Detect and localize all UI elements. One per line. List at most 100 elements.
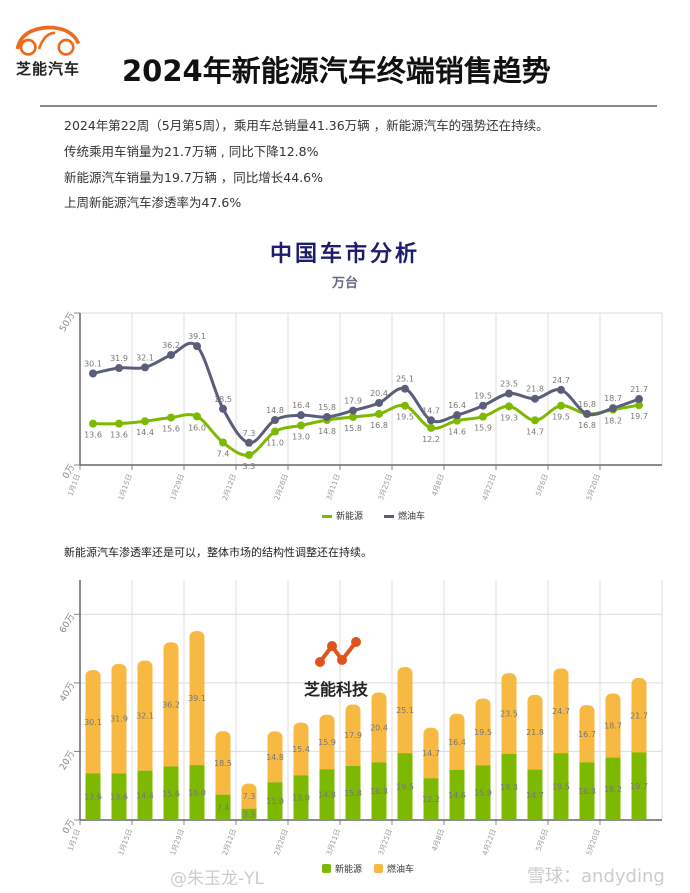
x-tick-label: 5月6日 — [535, 828, 550, 852]
data-point — [401, 384, 409, 393]
data-label: 11.0 — [266, 439, 284, 448]
data-label: 19.3 — [500, 413, 518, 422]
data-point — [453, 416, 461, 425]
data-point — [115, 419, 123, 428]
y-tick-label: 20万 — [58, 749, 77, 772]
data-point — [479, 412, 487, 421]
x-tick-label: 3月11日 — [325, 473, 342, 501]
data-label: 19.5 — [396, 413, 414, 422]
bar-label-ice: 16.7 — [578, 730, 596, 739]
chart-title: 中国车市分析 — [269, 241, 420, 267]
bar-nev — [605, 757, 621, 820]
data-label: 19.5 — [552, 413, 570, 422]
logo-car-icon — [15, 25, 81, 56]
bar-label-ice: 36.2 — [162, 700, 180, 709]
bar-label-nev: 14.6 — [448, 791, 466, 800]
data-label: 13.6 — [84, 431, 102, 440]
x-tick-label: 2月12日 — [221, 828, 238, 856]
bar-ice-fill — [371, 698, 387, 763]
bar-ice-fill — [293, 728, 309, 776]
bar-label-nev: 3.3 — [243, 810, 256, 819]
x-tick-label: 3月25日 — [377, 473, 394, 501]
x-tick-label: 2月26日 — [273, 473, 290, 501]
bar-label-nev: 16.0 — [188, 789, 206, 798]
bar-ice-fill — [137, 666, 153, 771]
x-tick-label: 4月8日 — [431, 473, 446, 497]
data-label: 31.9 — [110, 354, 128, 363]
bar-label-nev: 7.4 — [217, 803, 230, 812]
bar-label-ice: 25.1 — [396, 706, 414, 715]
bar-label-nev: 19.7 — [630, 782, 648, 791]
bar-label-ice: 15.9 — [318, 738, 336, 747]
data-point — [427, 423, 435, 432]
bar-nev — [579, 762, 595, 820]
watermark-weibo: @朱玉龙-YL — [170, 869, 264, 889]
bar-nev — [267, 782, 283, 820]
logo-text: 芝能汽车 — [16, 60, 81, 78]
bar-nev — [85, 773, 101, 820]
summary-line: 上周新能源汽车渗透率为47.6% — [64, 195, 242, 210]
data-label: 14.8 — [266, 406, 284, 415]
data-label: 39.1 — [188, 332, 206, 341]
data-label: 15.9 — [474, 424, 492, 433]
data-label: 18.5 — [214, 395, 232, 404]
bar-label-nev: 13.0 — [292, 794, 310, 803]
data-label: 30.1 — [84, 359, 102, 368]
series-line-nev — [92, 403, 640, 457]
x-tick-label: 5月20日 — [585, 828, 602, 856]
x-tick-label: 4月8日 — [431, 828, 446, 852]
summary-line: 2024年第22周（5月第5周），乘用车总销量41.36万辆 ，新能源汽车的强势… — [64, 118, 549, 133]
bar-label-nev: 15.8 — [344, 789, 362, 798]
bar-ice-fill — [241, 789, 257, 809]
x-tick-label: 2月12日 — [221, 473, 238, 501]
data-point — [89, 369, 97, 378]
x-tick-label: 1月15日 — [117, 473, 134, 501]
data-point — [245, 450, 253, 459]
data-label: 21.7 — [630, 385, 648, 394]
legend-swatch — [384, 515, 394, 518]
watermark-xueqiu: 雪球：andyding — [527, 866, 665, 887]
data-label: 32.1 — [136, 353, 154, 362]
bar-nev — [241, 808, 257, 820]
bar-ice-fill — [397, 673, 413, 754]
data-point — [219, 404, 227, 413]
data-point — [297, 411, 305, 420]
data-label: 16.8 — [578, 400, 596, 409]
bar-label-ice: 23.5 — [500, 710, 518, 719]
bar-nev — [189, 765, 205, 820]
legend-label: 燃油车 — [387, 863, 414, 875]
bar-label-ice: 24.7 — [552, 707, 570, 716]
bar-label-ice: 39.1 — [188, 694, 206, 703]
data-point — [401, 401, 409, 410]
data-label: 20.4 — [370, 389, 388, 398]
bar-nev — [137, 770, 153, 820]
legend-label: 新能源 — [335, 863, 362, 875]
data-label: 14.8 — [318, 427, 336, 436]
data-label: 18.2 — [604, 417, 622, 426]
bar-label-ice: 16.4 — [448, 738, 466, 747]
bar-label-nev: 12.2 — [422, 795, 440, 804]
bar-nev — [501, 753, 517, 820]
y-tick-label: 50万 — [58, 311, 77, 334]
bar-ice-fill — [423, 733, 439, 779]
y-tick-label: 60万 — [58, 612, 77, 635]
data-label: 16.4 — [292, 401, 310, 410]
data-point — [557, 385, 565, 394]
bar-nev — [631, 752, 647, 820]
bar-label-ice: 19.5 — [474, 728, 492, 737]
data-point — [245, 438, 253, 447]
bar-nev — [371, 762, 387, 820]
bar-label-nev: 15.9 — [474, 789, 492, 798]
data-point — [505, 389, 513, 398]
bar-nev — [163, 766, 179, 820]
bar-ice-fill — [501, 679, 517, 754]
divider — [40, 105, 657, 107]
data-point — [635, 395, 643, 404]
data-point — [557, 401, 565, 410]
bar-label-ice: 30.1 — [84, 718, 102, 727]
data-label: 7.3 — [243, 429, 256, 438]
bar-nev — [345, 765, 361, 820]
legend-swatch — [374, 864, 383, 873]
legend-label: 燃油车 — [398, 510, 425, 522]
data-label: 15.6 — [162, 425, 180, 434]
